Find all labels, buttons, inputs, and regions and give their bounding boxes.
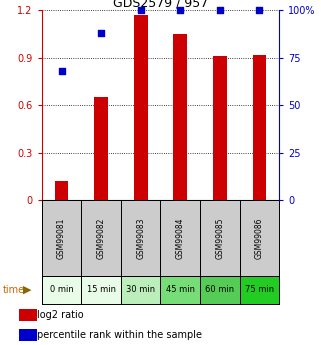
Bar [19, 309, 37, 321]
Bar [121, 200, 160, 276]
Point [99, 30, 104, 36]
Bar [121, 276, 160, 304]
Text: GSM99086: GSM99086 [255, 217, 264, 259]
Bar [81, 276, 121, 304]
Point [257, 8, 262, 13]
Text: GSM99081: GSM99081 [57, 217, 66, 259]
Bar [240, 200, 279, 276]
Text: ▶: ▶ [22, 285, 31, 295]
Point [178, 8, 183, 13]
Text: 0 min: 0 min [50, 285, 74, 294]
Bar [213, 56, 227, 200]
Text: GSM99083: GSM99083 [136, 217, 145, 259]
Bar [160, 200, 200, 276]
Point [138, 8, 143, 13]
Bar [94, 97, 108, 200]
Text: time: time [3, 285, 25, 295]
Bar [160, 276, 200, 304]
Text: 30 min: 30 min [126, 285, 155, 294]
Title: GDS2579 / 957: GDS2579 / 957 [113, 0, 208, 9]
Bar [42, 276, 81, 304]
Text: log2 ratio: log2 ratio [37, 310, 83, 320]
Bar [42, 200, 81, 276]
Bar [253, 55, 266, 200]
Text: 60 min: 60 min [205, 285, 234, 294]
Bar [200, 200, 240, 276]
Bar [81, 200, 121, 276]
Bar [200, 276, 240, 304]
Point [217, 8, 222, 13]
Point [59, 68, 64, 74]
Text: GSM99084: GSM99084 [176, 217, 185, 259]
Bar [173, 34, 187, 200]
Text: GSM99082: GSM99082 [97, 217, 106, 259]
Text: 75 min: 75 min [245, 285, 274, 294]
Bar [240, 276, 279, 304]
Text: 45 min: 45 min [166, 285, 195, 294]
Bar [19, 329, 37, 341]
Bar [55, 181, 68, 200]
Bar [134, 15, 148, 200]
Text: GSM99085: GSM99085 [215, 217, 224, 259]
Text: percentile rank within the sample: percentile rank within the sample [37, 330, 202, 340]
Text: 15 min: 15 min [87, 285, 116, 294]
